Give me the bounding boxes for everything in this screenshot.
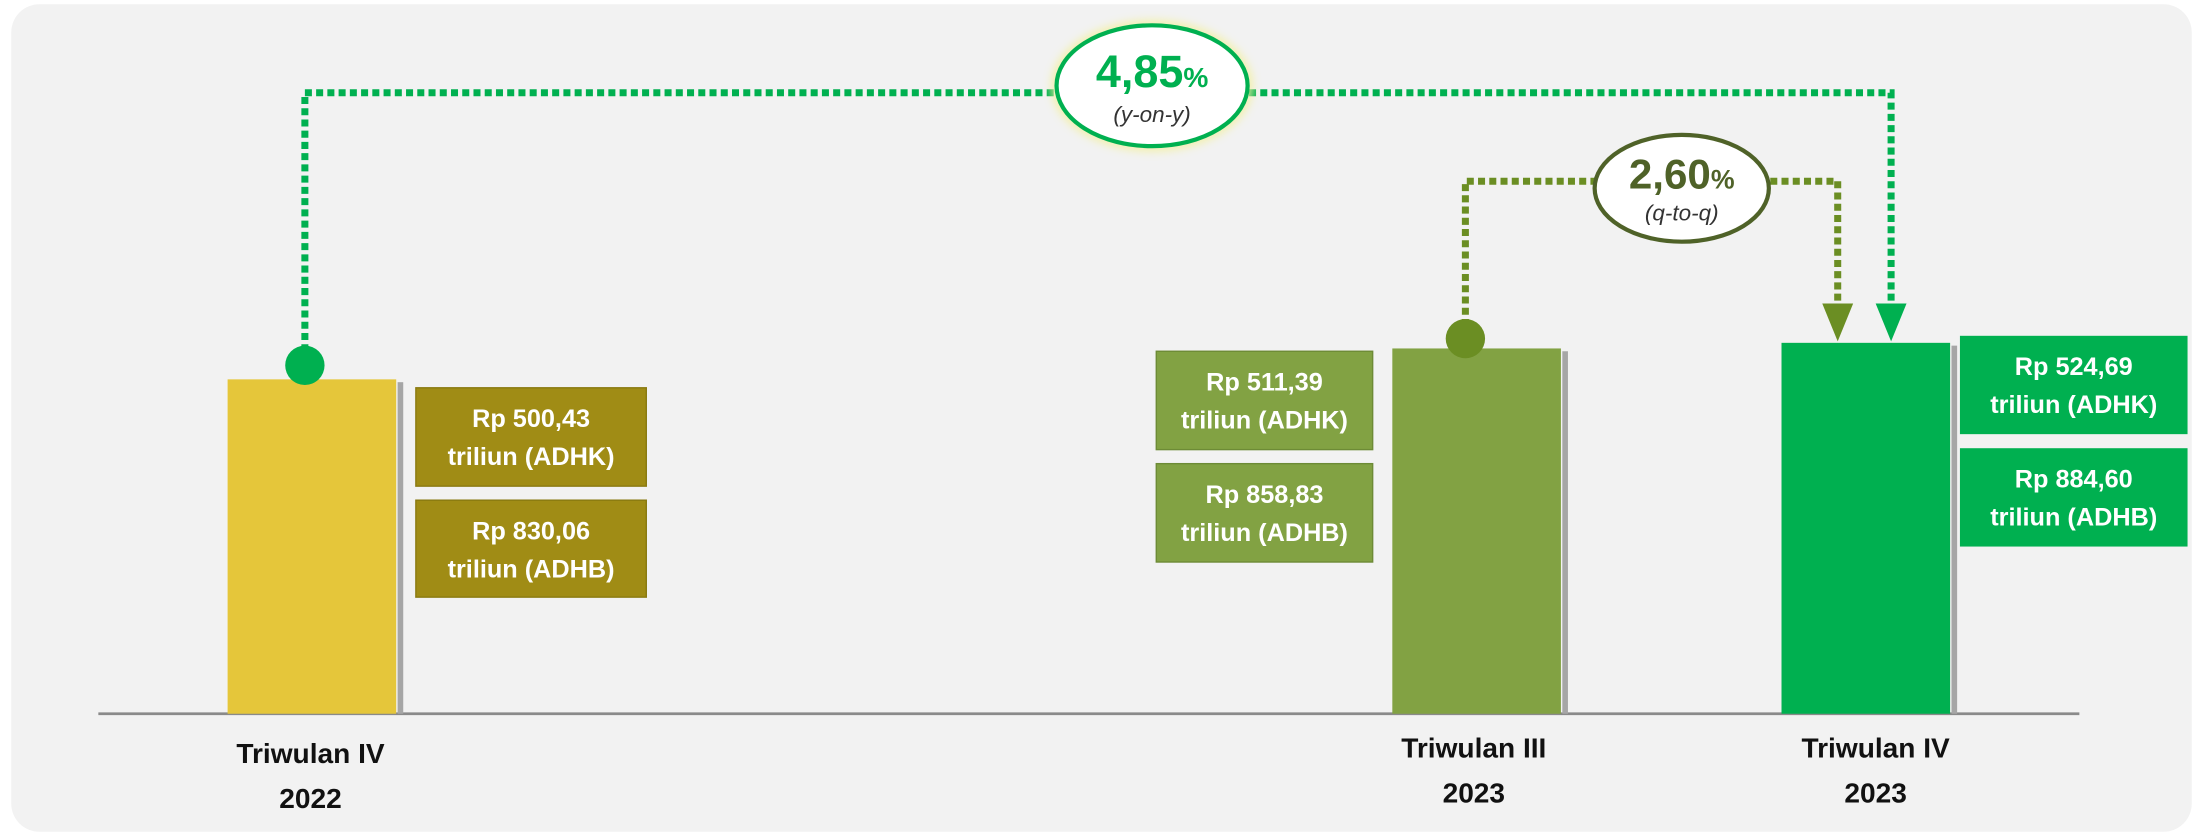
- arrowhead: [1822, 303, 1854, 342]
- start-dot: [1445, 318, 1486, 359]
- value-box: [1155, 462, 1374, 563]
- growth-value: 2,60%: [1629, 150, 1735, 197]
- growth-badge: [1054, 23, 1250, 149]
- growth-basis: (y-on-y): [1113, 102, 1190, 127]
- amount: Rp 511,39: [1206, 369, 1323, 397]
- bar: [1392, 348, 1561, 714]
- amount: Rp 524,69: [2015, 353, 2133, 381]
- bar-shadow: [1951, 345, 1958, 714]
- bar-shadow: [397, 382, 404, 714]
- growth-basis: (q-to-q): [1645, 201, 1719, 226]
- value-box: [415, 387, 647, 487]
- start-dot: [285, 345, 325, 385]
- period-label: 2023: [1844, 777, 1906, 808]
- growth-value: 4,85%: [1096, 46, 1208, 97]
- arrowhead: [1875, 303, 1907, 342]
- unit: triliun (ADHK): [448, 443, 615, 471]
- growth-badge: [1592, 132, 1771, 244]
- value-box: [1959, 335, 2188, 435]
- amount: Rp 884,60: [2015, 466, 2133, 494]
- unit: triliun (ADHK): [1181, 407, 1348, 435]
- unit: triliun (ADHB): [448, 555, 615, 583]
- period-label: Triwulan IV: [1802, 732, 1950, 763]
- bar: [1781, 342, 1951, 714]
- unit: triliun (ADHB): [1181, 519, 1348, 547]
- unit: triliun (ADHB): [1990, 503, 2157, 531]
- amount: Rp 830,06: [472, 518, 590, 546]
- value-box: [1155, 350, 1374, 451]
- value-box: [415, 499, 647, 598]
- value-box: [1959, 448, 2188, 547]
- bar: [227, 379, 397, 714]
- unit: triliun (ADHK): [1990, 391, 2157, 419]
- period-label: Triwulan IV: [236, 738, 384, 769]
- period-label: 2023: [1443, 777, 1505, 808]
- amount: Rp 858,83: [1205, 481, 1323, 509]
- period-label: 2022: [279, 783, 341, 814]
- period-label: Triwulan III: [1401, 732, 1546, 763]
- amount: Rp 500,43: [472, 405, 590, 433]
- bar-shadow: [1562, 351, 1568, 714]
